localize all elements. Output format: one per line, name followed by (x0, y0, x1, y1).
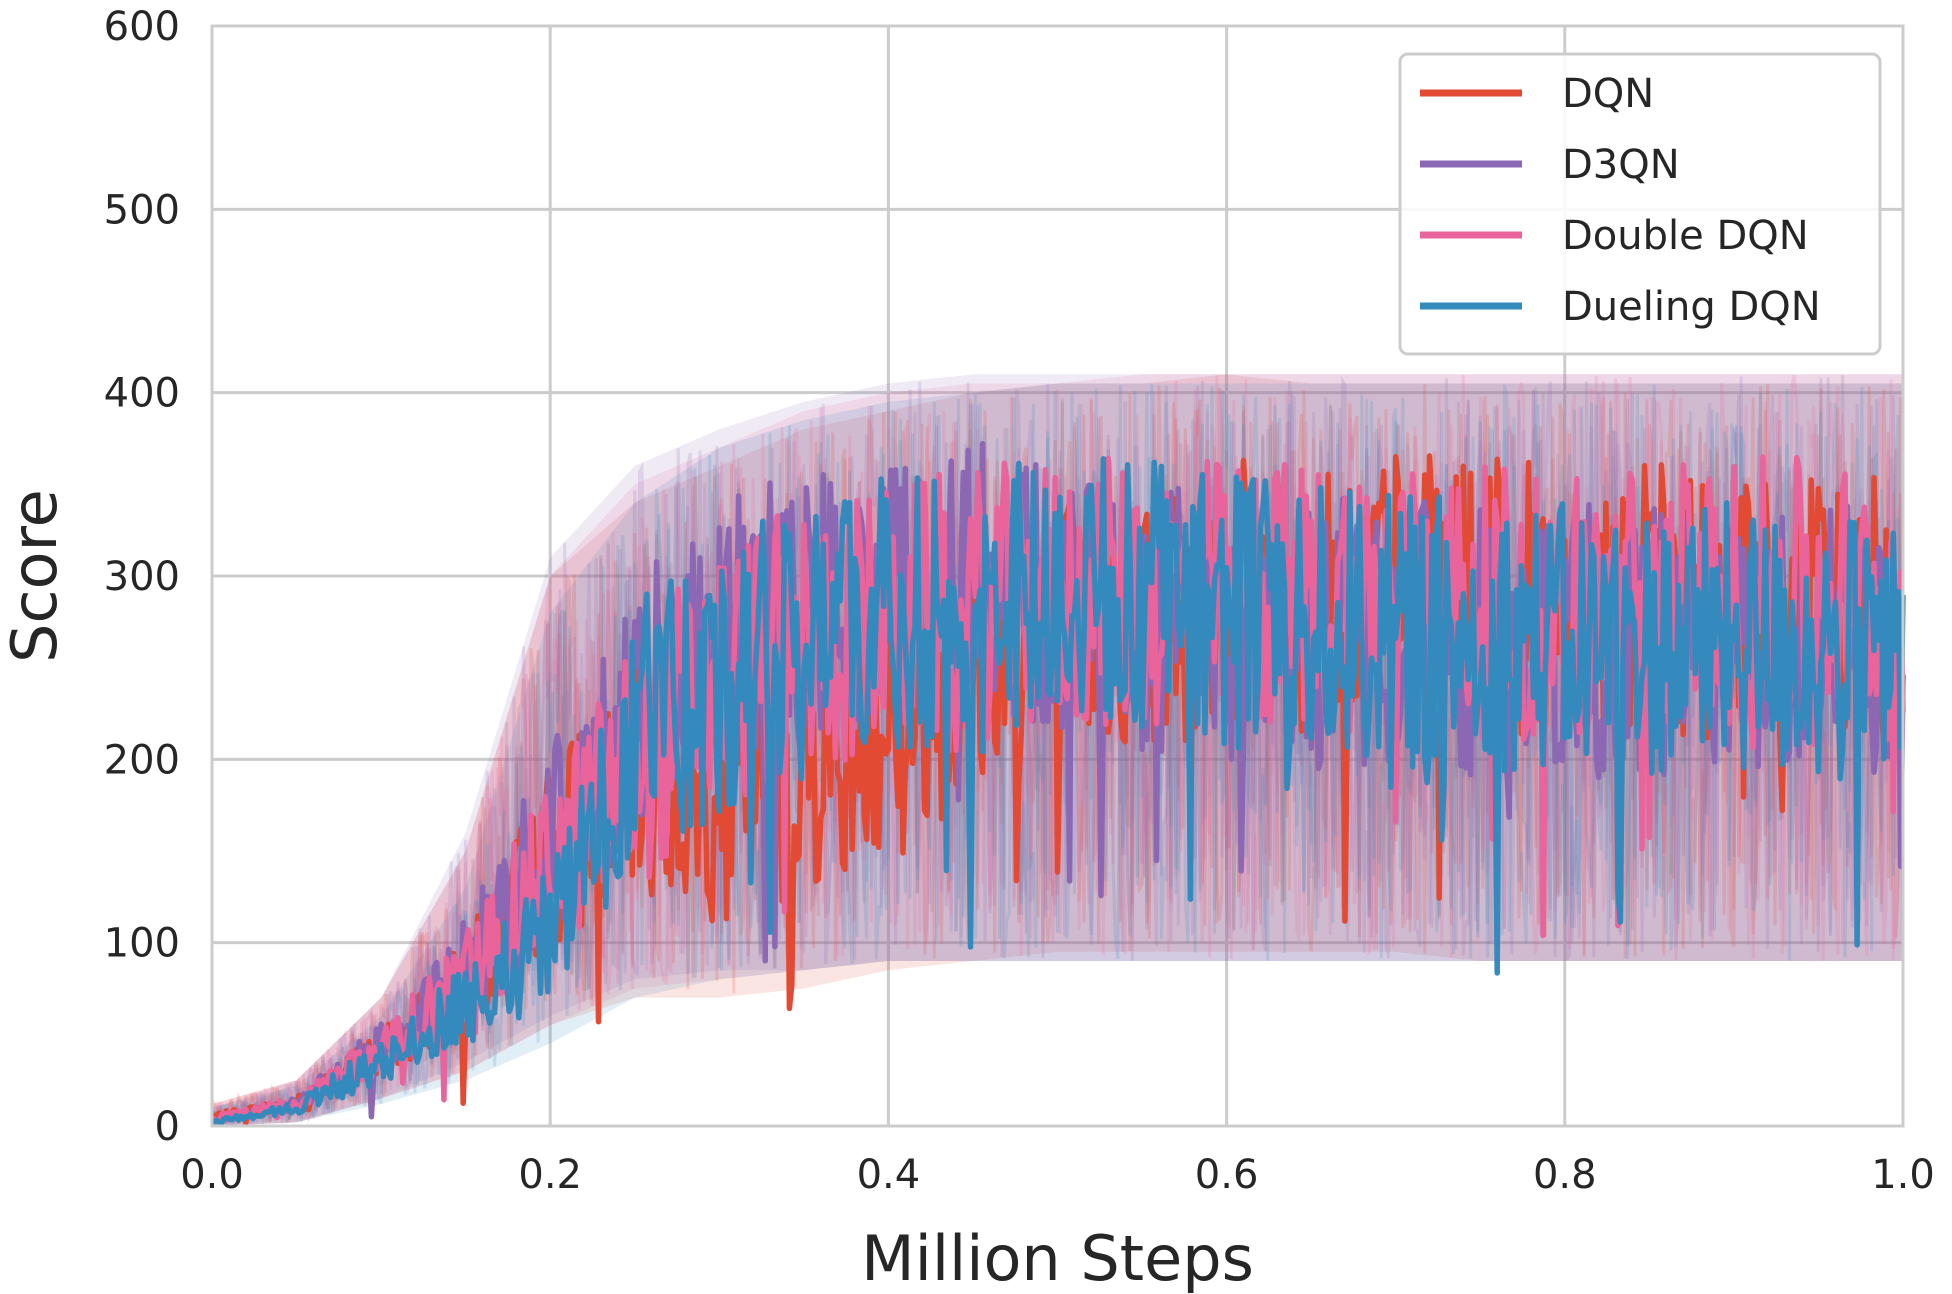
y-tick-label: 600 (104, 4, 180, 50)
series-line (210, 455, 1906, 1126)
x-tick-label: 1.0 (1871, 1152, 1935, 1198)
legend-label: DQN (1562, 71, 1654, 117)
y-tick-label: 200 (104, 737, 180, 783)
legend-box (1398, 52, 1882, 356)
legend: DQN D3QN Double DQN Dueling DQN (1398, 52, 1882, 356)
x-tick-label: 0.4 (857, 1152, 921, 1198)
y-axis-label: Score (0, 489, 71, 663)
x-tick-label: 0.2 (518, 1152, 582, 1198)
x-axis-ticks: 0.0 0.2 0.4 0.6 0.8 1.0 (180, 1152, 1935, 1198)
y-tick-label: 300 (104, 554, 180, 600)
series-lines (210, 441, 1906, 1126)
legend-label: D3QN (1562, 142, 1680, 188)
x-tick-label: 0.6 (1195, 1152, 1259, 1198)
y-axis-ticks: 0 100 200 300 400 500 600 (104, 4, 180, 1150)
x-axis-label: Million Steps (861, 1222, 1254, 1294)
legend-label: Dueling DQN (1562, 284, 1821, 330)
y-tick-label: 500 (104, 187, 180, 233)
x-tick-label: 0.8 (1533, 1152, 1597, 1198)
x-tick-label: 0.0 (180, 1152, 244, 1198)
y-tick-label: 0 (155, 1104, 180, 1150)
y-tick-label: 400 (104, 371, 180, 417)
plot-frame (210, 24, 1905, 1128)
y-tick-label: 100 (104, 921, 180, 967)
legend-label: Double DQN (1562, 213, 1809, 259)
